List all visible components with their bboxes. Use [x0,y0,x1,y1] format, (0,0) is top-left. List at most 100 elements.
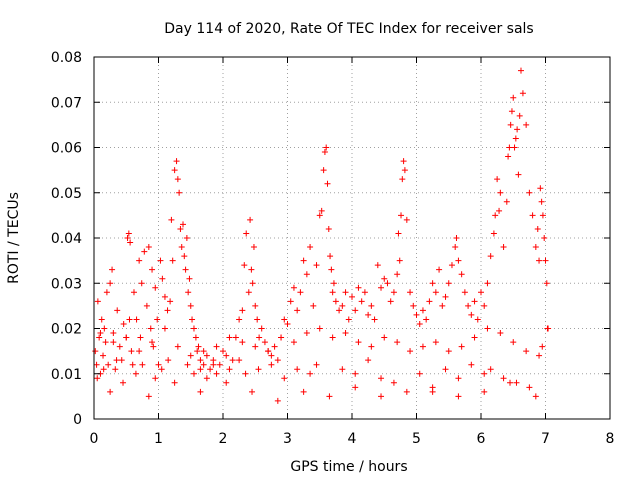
data-point [173,158,180,165]
data-point [410,302,417,309]
data-point [130,289,137,296]
data-point [203,375,210,382]
data-point [455,393,462,400]
data-point [398,212,405,219]
data-point [484,280,491,287]
data-point [181,253,188,260]
data-point [98,316,105,323]
data-point [300,388,307,395]
data-point [192,334,199,341]
data-point [190,325,197,332]
data-point [481,388,488,395]
data-point [399,176,406,183]
data-point [487,253,494,260]
data-point [510,339,517,346]
data-point [516,112,523,119]
data-point [378,375,385,382]
data-point [342,289,349,296]
data-point [120,320,127,327]
y-tick-label: 0.08 [51,50,82,66]
data-point [342,330,349,337]
data-point [190,370,197,377]
data-point [442,366,449,373]
data-point [102,339,109,346]
data-point [93,361,100,368]
data-point [352,307,359,314]
data-point [537,185,544,192]
data-point [149,266,156,273]
data-point [184,361,191,368]
data-point [120,379,127,386]
data-point [529,212,536,219]
data-point [164,307,171,314]
data-point [526,384,533,391]
data-point [503,198,510,205]
data-point [532,393,539,400]
data-point [159,275,166,282]
data-point [203,352,210,359]
data-point [396,257,403,264]
data-point [128,348,135,355]
data-point [187,302,194,309]
y-tick-label: 0.07 [51,95,82,111]
data-point [109,266,116,273]
data-point [138,280,145,287]
data-points [92,67,552,404]
data-point [178,244,185,251]
data-point [168,216,175,223]
data-point [141,248,148,255]
data-point [194,348,201,355]
data-point [358,298,365,305]
data-point [297,289,304,296]
data-point [248,266,255,273]
data-point [538,198,545,205]
data-point [403,216,410,223]
data-point [169,257,176,264]
x-tick-label: 0 [90,431,99,447]
data-point [94,375,101,382]
data-point [294,366,301,373]
data-point [143,302,150,309]
data-point [394,339,401,346]
data-point [352,370,359,377]
x-tick-label: 7 [541,431,550,447]
data-point [403,388,410,395]
data-point [352,384,359,391]
data-point [213,370,220,377]
data-point [255,366,262,373]
data-point [105,361,112,368]
data-point [507,121,514,128]
data-point [339,366,346,373]
data-point [481,370,488,377]
data-point [468,311,475,318]
data-point [189,316,196,323]
y-tick-label: 0.03 [51,276,82,292]
data-point [355,339,362,346]
data-point [368,302,375,309]
x-tick-label: 4 [348,431,357,447]
data-point [371,316,378,323]
data-point [185,289,192,296]
data-point [236,316,243,323]
data-point [123,334,130,341]
data-point [250,244,257,251]
data-point [413,311,420,318]
data-point [536,352,543,359]
x-tick-label: 1 [154,431,163,447]
data-point [241,262,248,269]
y-tick-label: 0.01 [51,367,82,383]
data-point [197,357,204,364]
data-point [471,298,478,305]
data-point [355,284,362,291]
data-point [271,343,278,350]
data-point [541,235,548,241]
data-point [180,221,187,228]
data-point [114,307,121,314]
data-point [125,230,132,237]
data-point [116,343,123,350]
data-point [429,280,436,287]
data-point [249,280,256,287]
data-point [183,235,190,241]
data-point [287,298,294,305]
data-point [307,370,314,377]
